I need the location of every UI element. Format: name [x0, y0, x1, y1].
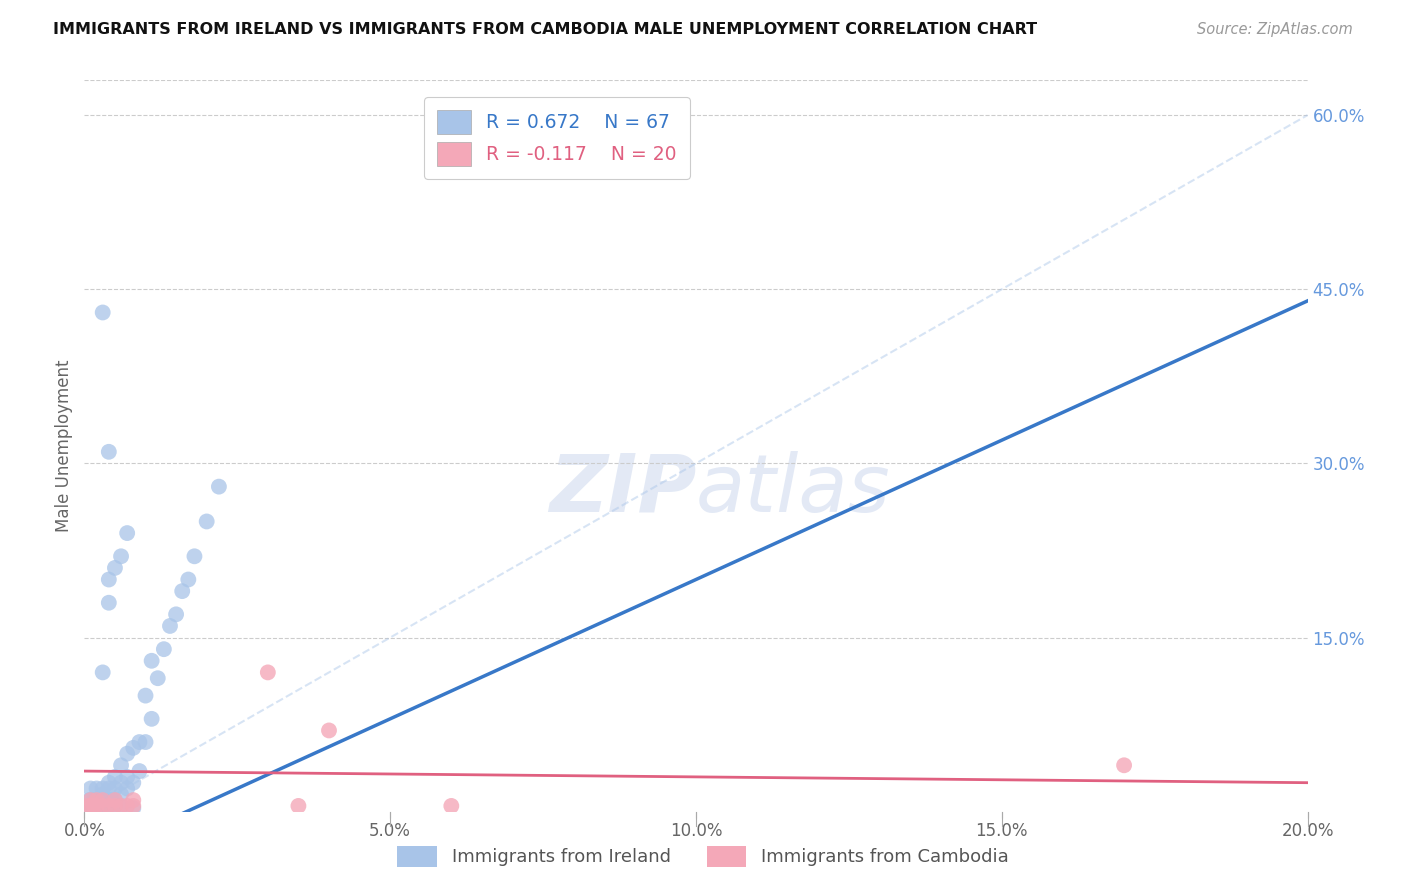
Point [165, 607, 187, 622]
Point [183, 549, 205, 564]
Point [318, 723, 340, 738]
Point [146, 671, 169, 685]
Point [141, 654, 163, 668]
Point [86, 798, 108, 813]
Point [104, 561, 127, 575]
Point [76, 798, 98, 813]
Point [91, 798, 114, 813]
Text: ZIP: ZIP [548, 450, 696, 529]
Point [104, 770, 127, 784]
Point [77, 793, 100, 807]
Point [79, 781, 101, 796]
Point [115, 526, 138, 541]
Legend: Immigrants from Ireland, Immigrants from Cambodia: Immigrants from Ireland, Immigrants from… [391, 838, 1015, 874]
Point [91, 787, 114, 801]
Point [97, 793, 120, 807]
Point [76, 798, 98, 813]
Point [195, 515, 218, 529]
Point [83, 793, 105, 807]
Point [122, 775, 145, 789]
Point [104, 793, 127, 807]
Point [79, 801, 101, 815]
Text: atlas: atlas [696, 450, 891, 529]
Point [287, 798, 309, 813]
Point [135, 735, 157, 749]
Point [97, 573, 120, 587]
Point [83, 798, 105, 813]
Point [110, 758, 132, 772]
Text: IMMIGRANTS FROM IRELAND VS IMMIGRANTS FROM CAMBODIA MALE UNEMPLOYMENT CORRELATIO: IMMIGRANTS FROM IRELAND VS IMMIGRANTS FR… [53, 22, 1038, 37]
Point [79, 793, 101, 807]
Point [128, 735, 150, 749]
Point [122, 740, 145, 755]
Point [91, 798, 114, 813]
Point [79, 798, 101, 813]
Point [80, 798, 103, 813]
Point [115, 747, 138, 761]
Point [172, 584, 194, 599]
Point [97, 798, 120, 813]
Y-axis label: Male Unemployment: Male Unemployment [55, 359, 73, 533]
Point [141, 712, 163, 726]
Point [159, 619, 181, 633]
Point [115, 770, 138, 784]
Point [86, 781, 108, 796]
Point [122, 798, 145, 813]
Point [76, 798, 98, 813]
Point [79, 793, 101, 807]
Point [110, 798, 132, 813]
Point [257, 665, 280, 680]
Point [153, 642, 176, 657]
Point [1114, 758, 1136, 772]
Point [115, 781, 138, 796]
Point [104, 798, 127, 813]
Point [104, 798, 127, 813]
Point [110, 798, 132, 813]
Point [115, 798, 138, 813]
Point [94, 793, 117, 807]
Point [91, 665, 114, 680]
Point [101, 793, 124, 807]
Point [122, 793, 145, 807]
Text: Source: ZipAtlas.com: Source: ZipAtlas.com [1197, 22, 1353, 37]
Point [86, 793, 108, 807]
Point [97, 596, 120, 610]
Point [77, 798, 100, 813]
Point [91, 781, 114, 796]
Point [83, 801, 105, 815]
Point [91, 793, 114, 807]
Point [97, 798, 120, 813]
Point [97, 781, 120, 796]
Point [91, 798, 114, 813]
Point [91, 793, 114, 807]
Point [110, 549, 132, 564]
Point [177, 573, 200, 587]
Point [83, 798, 105, 813]
Point [110, 775, 132, 789]
Point [122, 801, 145, 815]
Point [87, 798, 110, 813]
Point [97, 775, 120, 789]
Point [110, 787, 132, 801]
Point [91, 305, 114, 319]
Point [208, 480, 231, 494]
Point [86, 801, 108, 815]
Point [86, 798, 108, 813]
Point [104, 781, 127, 796]
Legend: R = 0.672    N = 67, R = -0.117    N = 20: R = 0.672 N = 67, R = -0.117 N = 20 [425, 97, 689, 179]
Point [86, 793, 108, 807]
Point [104, 793, 127, 807]
Point [135, 689, 157, 703]
Point [79, 798, 101, 813]
Point [89, 798, 111, 813]
Point [128, 764, 150, 778]
Point [97, 445, 120, 459]
Point [79, 798, 101, 813]
Point [440, 798, 463, 813]
